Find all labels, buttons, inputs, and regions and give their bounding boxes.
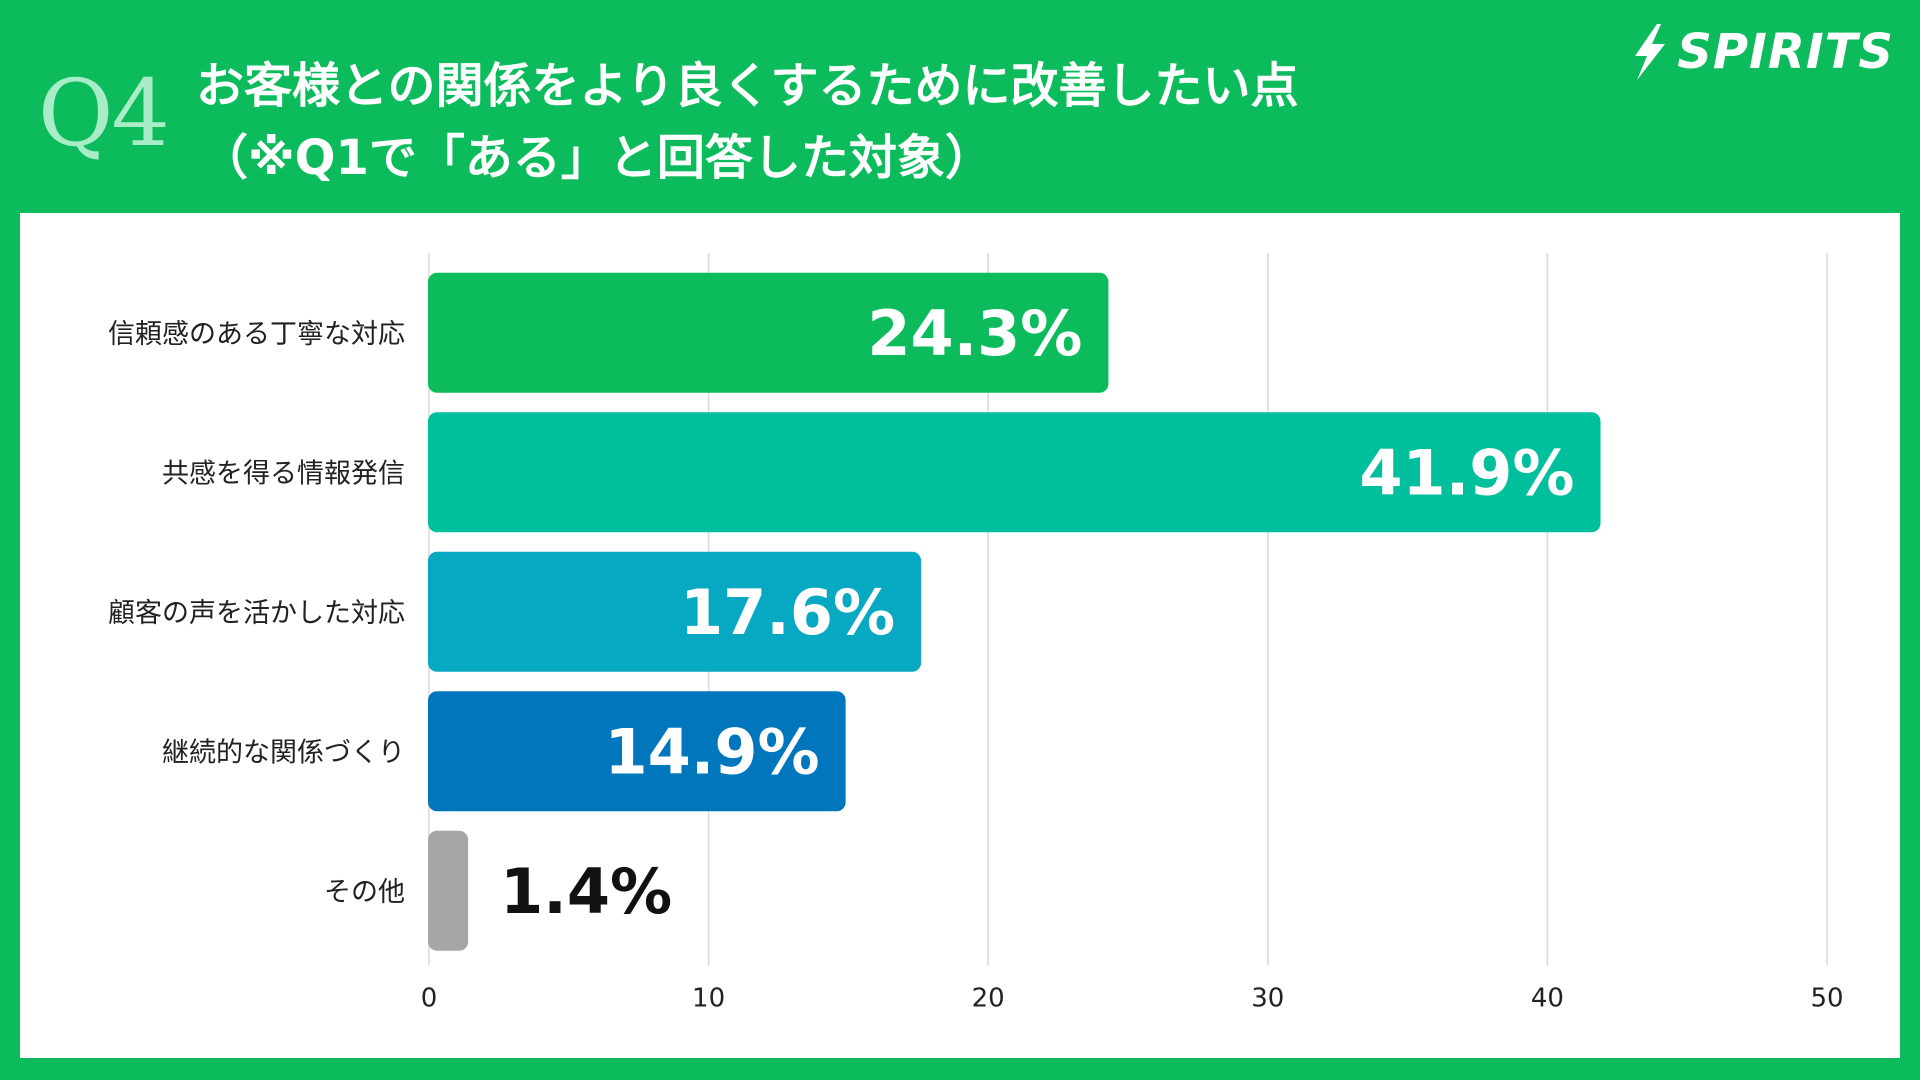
bar [428,830,469,951]
value-label: 14.9% [605,715,820,788]
chart-subtitle: （※Q1で「ある」と回答した対象） [200,130,993,186]
question-number: Q4 [38,60,170,167]
tick-label: 50 [1810,984,1843,1014]
value-label: 41.9% [1359,436,1574,509]
category-label: 信頼感のある丁寧な対応 [108,319,405,350]
category-label: 共感を得る情報発信 [162,458,405,489]
lightning-icon [1635,24,1666,80]
bar [428,551,922,672]
category-label: 顧客の声を活かした対応 [108,598,405,629]
value-label: 17.6% [680,576,895,649]
bar [428,272,1109,393]
category-label: その他 [324,877,405,908]
value-label: 24.3% [867,297,1082,370]
tick-label: 20 [972,984,1005,1014]
tick-label: 0 [421,984,438,1014]
bar [428,412,1601,533]
tick-label: 30 [1251,984,1284,1014]
spirits-logo: SPIRITS [1627,22,1894,82]
bar-chart: 信頼感のある丁寧な対応 24.3% 共感を得る情報発信 41.9% 顧客の声を活かした対… [108,253,1844,1014]
bar [428,691,846,812]
chart-title: お客様との関係をより良くするために改善したい点 [196,58,1299,114]
chart-panel: 信頼感のある丁寧な対応 24.3% 共感を得る情報発信 41.9% 顧客の声を活かした対… [20,213,1900,1058]
logo-text: SPIRITS [1677,24,1894,80]
value-label: 1.4% [500,855,672,928]
category-label: 継続的な関係づくり [162,737,405,768]
tick-label: 40 [1531,984,1564,1014]
tick-label: 10 [692,984,725,1014]
